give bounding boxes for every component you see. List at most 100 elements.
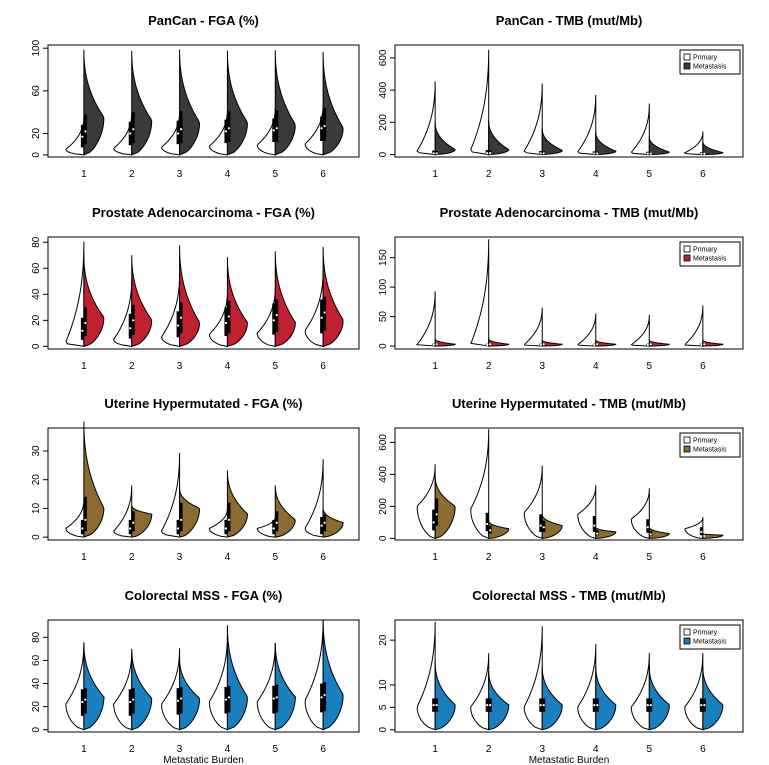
y-tick-label: 0 — [31, 152, 42, 158]
median-primary — [320, 524, 323, 527]
legend-swatch — [683, 445, 691, 453]
violin-metastasis — [488, 671, 510, 731]
y-tick-label: 40 — [31, 288, 42, 300]
median-primary — [320, 316, 323, 319]
violin-group-5 — [256, 251, 296, 348]
panel-7: Colorectal MSS - FGA (%) 0 20 40 60 80 1 2 3 4 5 6 M… — [31, 588, 360, 765]
x-tick-label: 6 — [320, 169, 326, 180]
legend-label: Metastasis — [693, 256, 727, 263]
violin-primary — [416, 80, 436, 156]
median-primary — [486, 522, 489, 526]
x-tick-label: 3 — [539, 169, 545, 180]
median-metastasis — [132, 698, 135, 701]
x-tick-label: 3 — [177, 744, 183, 755]
legend-label: Metastasis — [693, 447, 727, 454]
median-primary — [129, 132, 132, 135]
violin-group-2 — [113, 50, 153, 156]
median-primary — [432, 152, 435, 155]
violin-metastasis — [595, 339, 617, 347]
median-metastasis — [275, 314, 278, 317]
x-tick-label: 1 — [81, 552, 87, 563]
median-metastasis — [84, 130, 87, 133]
median-primary — [539, 343, 542, 346]
violin-primary — [577, 644, 597, 731]
median-primary — [646, 704, 649, 707]
y-tick-label: 0 — [378, 535, 389, 541]
chart-title: Colorectal MSS - FGA (%) — [125, 588, 283, 603]
chart-title: PanCan - FGA (%) — [148, 13, 259, 28]
y-tick-label: 80 — [31, 631, 42, 643]
median-primary — [539, 704, 542, 707]
y-tick-label: 30 — [31, 445, 42, 457]
violin-primary — [523, 626, 543, 731]
median-metastasis — [703, 704, 706, 707]
plot-frame — [47, 44, 360, 158]
violin-metastasis — [702, 666, 724, 731]
median-metastasis — [84, 518, 87, 521]
violin-group-3 — [161, 244, 201, 348]
median-primary — [176, 699, 180, 702]
x-axis-label: Metastatic Burden — [529, 755, 610, 765]
violin-metastasis — [179, 244, 201, 348]
median-primary — [539, 152, 542, 155]
y-tick-label: 40 — [31, 678, 42, 690]
median-primary — [272, 527, 275, 530]
median-metastasis — [435, 513, 438, 516]
violin-group-5 — [256, 642, 297, 731]
median-metastasis — [649, 704, 652, 707]
violin-group-4 — [577, 313, 617, 347]
legend-label: Primary — [693, 247, 718, 254]
y-tick-label: 600 — [378, 434, 389, 451]
plot-frame — [394, 427, 744, 541]
violin-metastasis — [648, 136, 670, 157]
plot-frame — [47, 236, 360, 350]
violin-primary — [524, 307, 543, 347]
violin-primary — [65, 642, 85, 731]
violin-metastasis — [648, 526, 670, 539]
x-tick-label: 2 — [486, 552, 492, 563]
x-tick-label: 4 — [225, 744, 231, 755]
legend-label: Metastasis — [693, 64, 727, 71]
median-primary — [176, 324, 180, 327]
y-tick-label: 60 — [31, 262, 42, 274]
legend-label: Metastasis — [693, 639, 727, 646]
violin-metastasis — [322, 51, 344, 156]
violin-metastasis — [595, 666, 617, 731]
violin-group-4 — [208, 50, 248, 156]
median-metastasis — [489, 704, 492, 707]
violin-group-6 — [683, 131, 724, 156]
median-primary — [224, 321, 228, 325]
x-tick-label: 1 — [432, 552, 438, 563]
violin-metastasis — [274, 642, 297, 731]
violin-metastasis — [702, 339, 724, 348]
median-metastasis — [275, 521, 278, 524]
violin-metastasis — [179, 487, 201, 538]
x-tick-label: 6 — [320, 361, 326, 372]
violin-metastasis — [433, 338, 457, 348]
median-metastasis — [84, 321, 87, 325]
y-tick-label: 0 — [31, 343, 42, 349]
violin-group-1 — [416, 80, 456, 156]
x-tick-label: 4 — [225, 552, 231, 563]
legend-swatch — [683, 637, 691, 645]
violin-metastasis — [225, 624, 248, 731]
violin-group-3 — [161, 647, 201, 731]
plot-frame — [394, 236, 744, 350]
violin-metastasis — [434, 475, 456, 539]
panel-8: Colorectal MSS - TMB (mut/Mb) 0 5 10 20 1 2 3 4 5… — [378, 588, 744, 765]
violin-group-4 — [208, 624, 248, 731]
violin-group-2 — [470, 49, 510, 157]
legend-label: Primary — [693, 55, 718, 62]
violin-primary — [304, 619, 325, 731]
violin-metastasis — [487, 338, 510, 348]
median-metastasis — [703, 534, 706, 538]
violin-metastasis — [322, 246, 344, 347]
violin-group-1 — [415, 291, 457, 348]
panel-4: Prostate Adenocarcinoma - TMB (mut/Mb) 0 5… — [378, 205, 744, 372]
median-primary — [700, 530, 703, 534]
median-primary — [486, 152, 489, 155]
x-tick-label: 5 — [647, 169, 653, 180]
violin-metastasis — [83, 254, 105, 347]
x-tick-label: 3 — [177, 361, 183, 372]
violin-primary — [577, 485, 597, 539]
